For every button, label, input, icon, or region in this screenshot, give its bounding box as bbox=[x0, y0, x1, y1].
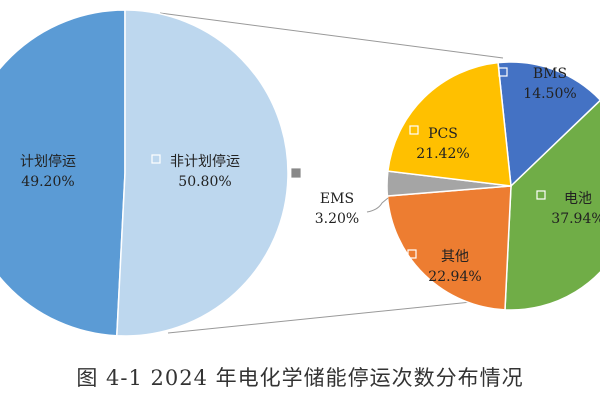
main-label-unplanned-text: 50.80% bbox=[178, 174, 231, 190]
breakdown-label-pcs-text: PCS bbox=[428, 126, 458, 142]
breakdown-label-battery: 电池 37.94% bbox=[536, 190, 600, 227]
breakdown-label-battery-text: 电池 bbox=[564, 191, 592, 207]
main-label-planned-text: 49.20% bbox=[21, 174, 74, 190]
ems-leader-line bbox=[366, 197, 389, 213]
chart-title: 图 4-1 2024 年电化学储能停运次数分布情况 bbox=[76, 366, 524, 390]
legend-marker-icon bbox=[498, 67, 508, 77]
breakdown-label-ems: EMS 3.20% bbox=[291, 168, 359, 227]
breakdown-label-battery-text: 37.94% bbox=[551, 211, 600, 227]
main-slice-planned bbox=[0, 9, 126, 337]
breakdown-label-other-text: 22.94% bbox=[428, 269, 481, 285]
legend-marker-icon bbox=[407, 249, 417, 259]
legend-marker-icon bbox=[151, 154, 161, 164]
breakdown-slice-other bbox=[386, 185, 512, 311]
breakdown-slice-bms bbox=[497, 61, 600, 188]
main-slice-unplanned bbox=[116, 9, 289, 337]
breakdown-label-other: 其他 22.94% bbox=[407, 249, 482, 285]
breakdown-label-ems-text: 3.20% bbox=[315, 211, 359, 227]
breakdown-slice-pcs bbox=[387, 61, 512, 187]
legend-marker-icon bbox=[291, 168, 301, 178]
connector-line-bottom bbox=[167, 297, 511, 334]
main-label-unplanned-text: 非计划停运 bbox=[170, 153, 240, 170]
breakdown-label-ems-text: EMS bbox=[320, 191, 354, 207]
main-label-planned-text: 计划停运 bbox=[20, 153, 76, 170]
legend-marker-icon bbox=[409, 125, 419, 135]
connector-line-top bbox=[159, 12, 504, 59]
main-label-unplanned: 非计划停运 50.80% bbox=[151, 153, 240, 190]
breakdown-slice-battery bbox=[504, 99, 600, 311]
breakdown-label-bms-text: 14.50% bbox=[523, 86, 576, 102]
breakdown-label-bms: BMS 14.50% bbox=[498, 66, 577, 102]
main-label-planned: 计划停运 49.20% bbox=[20, 153, 76, 190]
breakdown-label-other-text: 其他 bbox=[441, 249, 469, 265]
breakdown-label-pcs: PCS 21.42% bbox=[409, 125, 470, 162]
breakdown-label-pcs-text: 21.42% bbox=[416, 146, 469, 162]
breakdown-label-bms-text: BMS bbox=[533, 66, 567, 82]
legend-marker-icon bbox=[536, 190, 546, 200]
